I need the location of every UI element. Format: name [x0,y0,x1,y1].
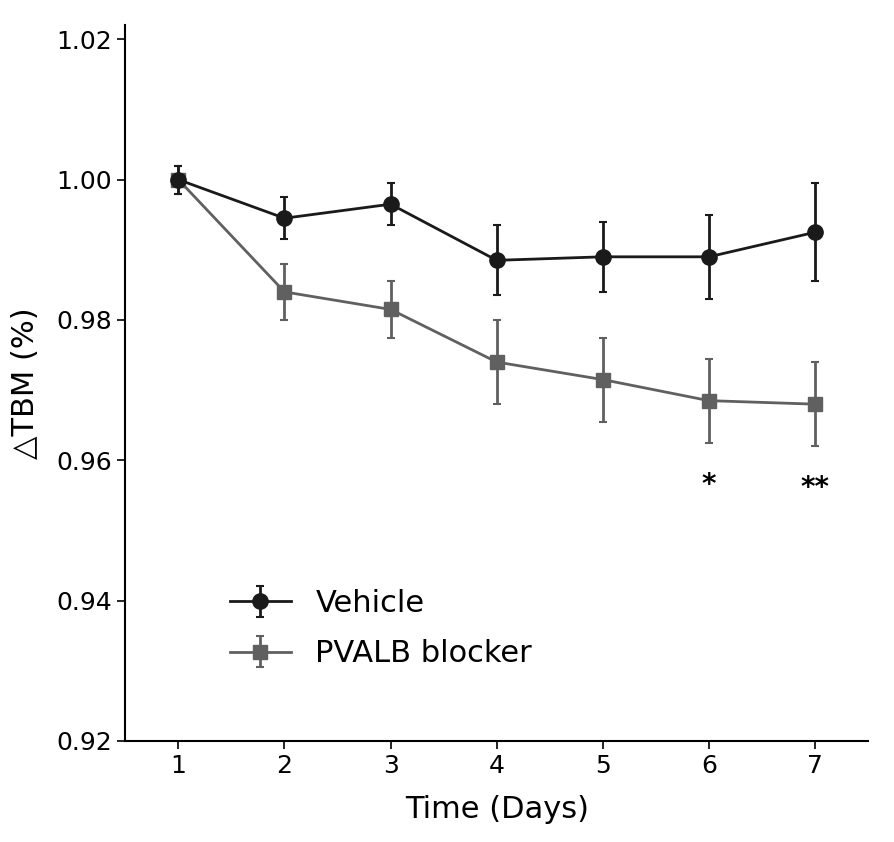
Y-axis label: △TBM (%): △TBM (%) [11,307,39,459]
X-axis label: Time (Days): Time (Days) [404,795,588,823]
Text: **: ** [800,474,829,503]
Text: *: * [701,471,715,498]
Legend: Vehicle, PVALB blocker: Vehicle, PVALB blocker [230,589,531,669]
